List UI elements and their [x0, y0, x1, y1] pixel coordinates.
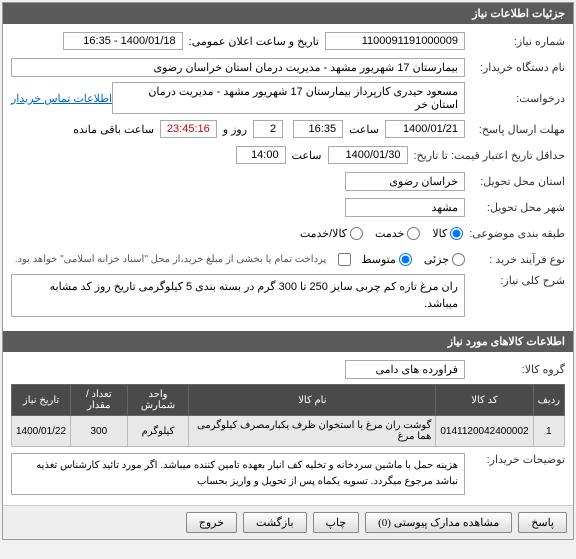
radio-goods-label: کالا	[432, 227, 447, 240]
col-unit: واحد شمارش	[127, 385, 189, 416]
radio-goods-service[interactable]: کالا/خدمت	[300, 227, 363, 240]
deadline-time: 16:35	[293, 120, 343, 138]
time-word-1: ساعت	[343, 123, 385, 136]
col-qty: تعداد / مقدار	[71, 385, 127, 416]
footer-bar: پاسخ مشاهده مدارک پیوستی (0) چاپ بازگشت …	[3, 505, 573, 539]
validity-date: 1400/01/30	[328, 146, 408, 164]
buyer-notes-value: هزینه حمل با ماشین سردخانه و تخلیه کف ان…	[11, 453, 465, 495]
validity-time: 14:00	[236, 146, 286, 164]
col-code: کد کالا	[436, 385, 533, 416]
payment-checkbox-input[interactable]	[338, 253, 351, 266]
countdown-time: 23:45:16	[160, 120, 217, 138]
goods-section-title: اطلاعات کالاهای مورد نیاز	[3, 331, 573, 352]
table-row: 1 0141120042400002 گوشت ران مرغ با استخو…	[12, 416, 565, 447]
group-value: فراورده های دامی	[345, 360, 465, 379]
radio-goods-input[interactable]	[450, 227, 463, 240]
bundle-label: طبقه بندی موضوعی:	[463, 227, 565, 240]
radio-service[interactable]: خدمت	[375, 227, 420, 240]
validity-label: حداقل تاریخ اعتبار قیمت: تا تاریخ:	[408, 149, 565, 162]
buyer-org-value: بیمارستان 17 شهریور مشهد - مدیریت درمان …	[11, 58, 465, 77]
buyer-org-label: نام دستگاه خریدار:	[465, 61, 565, 74]
requester-value: مسعود حیدری کارپرداز بیمارستان 17 شهریور…	[112, 82, 465, 114]
buy-type-label: نوع فرآیند خرید :	[465, 253, 565, 266]
panel-title: جزئیات اطلاعات نیاز	[3, 3, 573, 24]
cell-code: 0141120042400002	[436, 416, 533, 447]
province-value: خراسان رضوی	[345, 172, 465, 191]
col-name: نام کالا	[189, 385, 436, 416]
cell-date: 1400/01/22	[12, 416, 71, 447]
remain-word: ساعت باقی مانده	[67, 123, 160, 136]
radio-small-input[interactable]	[452, 253, 465, 266]
buyer-notes-label: توضیحات خریدار:	[465, 453, 565, 466]
radio-goods-service-label: کالا/خدمت	[300, 227, 347, 240]
payment-checkbox[interactable]: پرداخت تمام یا بخشی از مبلغ خرید،از محل …	[15, 253, 352, 266]
requester-label: درخواست:	[465, 92, 565, 105]
print-button[interactable]: چاپ	[313, 512, 360, 533]
city-label: شهر محل تحویل:	[465, 201, 565, 214]
form-body: شماره نیاز: 1100091191000009 تاریخ و ساع…	[3, 24, 573, 327]
cell-qty: 300	[71, 416, 127, 447]
goods-table: ردیف کد کالا نام کالا واحد شمارش تعداد /…	[11, 384, 565, 447]
need-number-value: 1100091191000009	[325, 32, 465, 50]
answer-button[interactable]: پاسخ	[518, 512, 567, 533]
announce-label: تاریخ و ساعت اعلان عمومی:	[183, 35, 325, 48]
attachments-button[interactable]: مشاهده مدارک پیوستی (0)	[365, 512, 512, 533]
cell-unit: کیلوگرم	[127, 416, 189, 447]
deadline-label: مهلت ارسال پاسخ:	[465, 123, 565, 136]
col-date: تاریخ نیاز	[12, 385, 71, 416]
general-desc-label: شرح کلی نیاز:	[465, 274, 565, 287]
announce-value: 1400/01/18 - 16:35	[63, 32, 183, 50]
radio-medium-label: متوسط	[361, 253, 396, 266]
cell-name: گوشت ران مرغ با استخوان ظرف یکبارمصرف کی…	[189, 416, 436, 447]
general-desc-value: ران مرغ تازه کم چربی سایز 250 تا 300 گرم…	[11, 274, 465, 317]
day-word: روز و	[217, 123, 253, 136]
need-number-label: شماره نیاز:	[465, 35, 565, 48]
bundle-radio-group: کالا خدمت کالا/خدمت	[300, 227, 463, 240]
deadline-date: 1400/01/21	[385, 120, 465, 138]
radio-small[interactable]: جزئی	[424, 253, 465, 266]
main-panel: جزئیات اطلاعات نیاز شماره نیاز: 11000911…	[2, 2, 574, 540]
radio-medium-input[interactable]	[399, 253, 412, 266]
radio-small-label: جزئی	[424, 253, 449, 266]
col-row: ردیف	[533, 385, 564, 416]
back-button[interactable]: بازگشت	[243, 512, 307, 533]
radio-goods[interactable]: کالا	[432, 227, 463, 240]
radio-service-label: خدمت	[375, 227, 404, 240]
radio-goods-service-input[interactable]	[350, 227, 363, 240]
time-word-2: ساعت	[286, 149, 328, 162]
contact-link[interactable]: اطلاعات تماس خریدار	[11, 92, 112, 105]
exit-button[interactable]: خروج	[186, 512, 237, 533]
goods-body: گروه کالا: فراورده های دامی ردیف کد کالا…	[3, 352, 573, 505]
payment-note: پرداخت تمام یا بخشی از مبلغ خرید،از محل …	[15, 254, 327, 265]
radio-service-input[interactable]	[407, 227, 420, 240]
province-label: استان محل تحویل:	[465, 175, 565, 188]
city-value: مشهد	[345, 198, 465, 217]
buy-type-group: جزئی متوسط	[361, 253, 465, 266]
group-label: گروه کالا:	[465, 363, 565, 376]
cell-row: 1	[533, 416, 564, 447]
radio-medium[interactable]: متوسط	[361, 253, 412, 266]
countdown-days: 2	[253, 120, 283, 138]
